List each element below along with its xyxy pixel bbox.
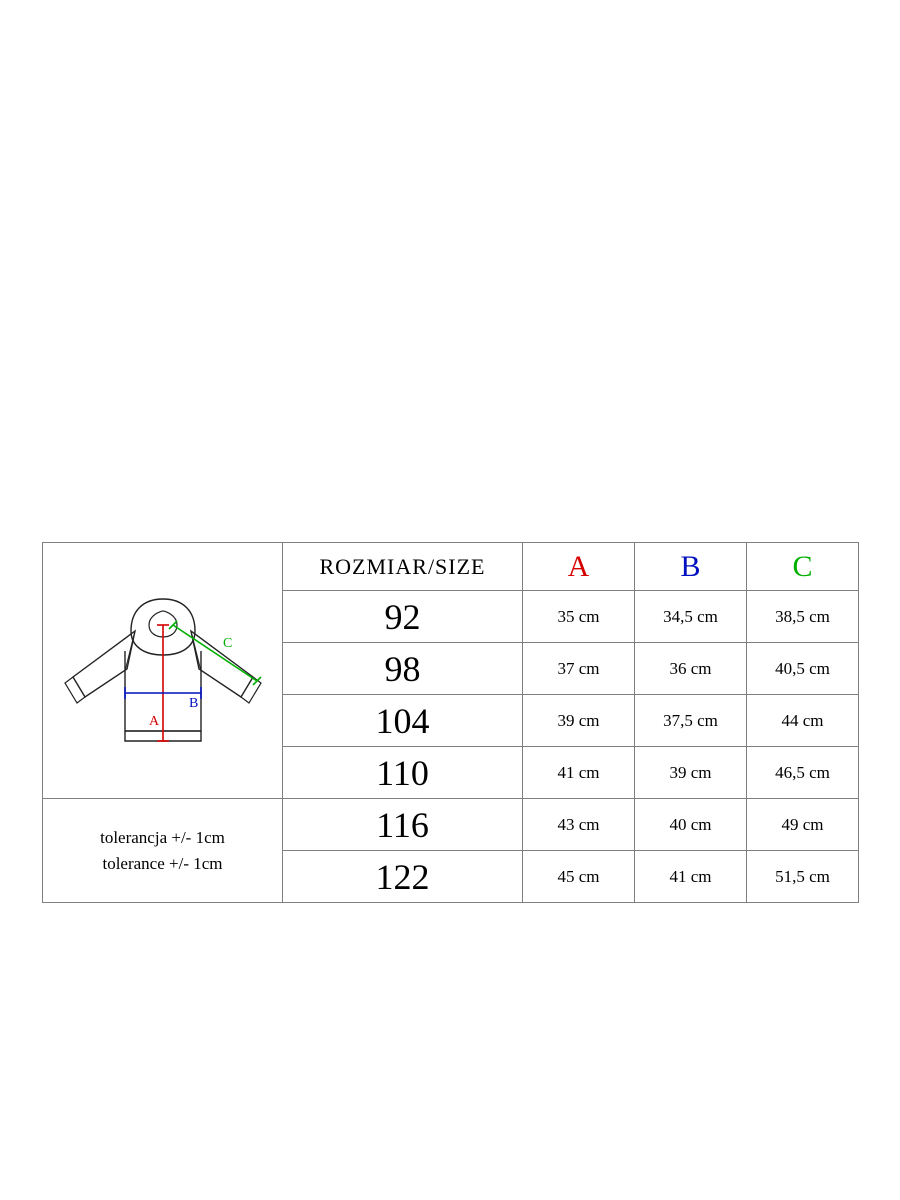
tolerance-line-2: tolerance +/- 1cm (102, 854, 222, 873)
hoodie-svg: A B C (53, 581, 273, 761)
size-value: 98 (283, 643, 523, 695)
measure-label-b: B (189, 696, 198, 711)
meas-c: 51,5 cm (747, 851, 859, 903)
meas-a: 35 cm (523, 591, 635, 643)
measure-label-c: C (223, 636, 232, 651)
size-chart-table: A B C ROZMIAR/SIZE (42, 542, 859, 903)
meas-a: 39 cm (523, 695, 635, 747)
measure-label-a: A (149, 714, 160, 729)
size-value: 110 (283, 747, 523, 799)
size-value: 122 (283, 851, 523, 903)
size-value: 92 (283, 591, 523, 643)
header-a: A (523, 543, 635, 591)
meas-b: 37,5 cm (635, 695, 747, 747)
meas-b: 34,5 cm (635, 591, 747, 643)
meas-a: 43 cm (523, 799, 635, 851)
meas-c: 40,5 cm (747, 643, 859, 695)
header-b: B (635, 543, 747, 591)
meas-c: 46,5 cm (747, 747, 859, 799)
meas-a: 37 cm (523, 643, 635, 695)
hoodie-diagram: A B C (43, 543, 282, 798)
table-row: tolerancja +/- 1cm tolerance +/- 1cm 116… (43, 799, 859, 851)
meas-b: 40 cm (635, 799, 747, 851)
diagram-cell: A B C (43, 543, 283, 799)
meas-a: 45 cm (523, 851, 635, 903)
meas-c: 38,5 cm (747, 591, 859, 643)
tolerance-cell: tolerancja +/- 1cm tolerance +/- 1cm (43, 799, 283, 903)
meas-b: 36 cm (635, 643, 747, 695)
header-c: C (747, 543, 859, 591)
size-value: 104 (283, 695, 523, 747)
page: A B C ROZMIAR/SIZE (0, 0, 900, 1200)
measure-line-c (173, 625, 257, 681)
table-header-row: A B C ROZMIAR/SIZE (43, 543, 859, 591)
size-value: 116 (283, 799, 523, 851)
meas-b: 41 cm (635, 851, 747, 903)
meas-c: 44 cm (747, 695, 859, 747)
meas-c: 49 cm (747, 799, 859, 851)
meas-b: 39 cm (635, 747, 747, 799)
tolerance-line-1: tolerancja +/- 1cm (100, 828, 225, 847)
meas-a: 41 cm (523, 747, 635, 799)
header-size: ROZMIAR/SIZE (283, 543, 523, 591)
